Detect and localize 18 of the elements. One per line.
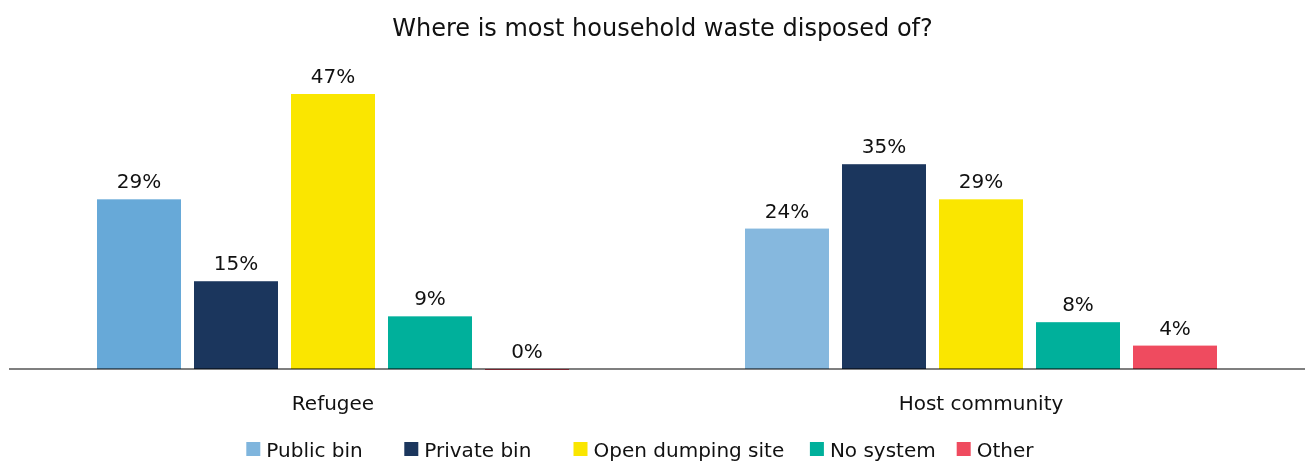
- x-tick-label: Refugee: [291, 391, 375, 415]
- legend-label: Open dumping site: [593, 438, 785, 462]
- data-label: 0%: [511, 339, 543, 363]
- legend-label: Public bin: [266, 438, 363, 462]
- data-label: 47%: [310, 64, 356, 88]
- data-label: 35%: [861, 134, 907, 159]
- legend-label: Private bin: [424, 438, 532, 462]
- data-label: 29%: [116, 169, 162, 194]
- x-tick-label: Host community: [898, 391, 1064, 415]
- data-label: 8%: [1062, 292, 1094, 317]
- data-label: 29%: [958, 169, 1004, 194]
- data-label: 9%: [414, 286, 446, 311]
- data-label: 15%: [213, 251, 259, 276]
- data-label: 4%: [1159, 315, 1191, 340]
- legend-label: Other: [976, 438, 1035, 462]
- legend-label: No system: [829, 438, 936, 462]
- chart-title: Where is most household waste disposed of?: [392, 14, 933, 42]
- data-label: 24%: [764, 198, 810, 223]
